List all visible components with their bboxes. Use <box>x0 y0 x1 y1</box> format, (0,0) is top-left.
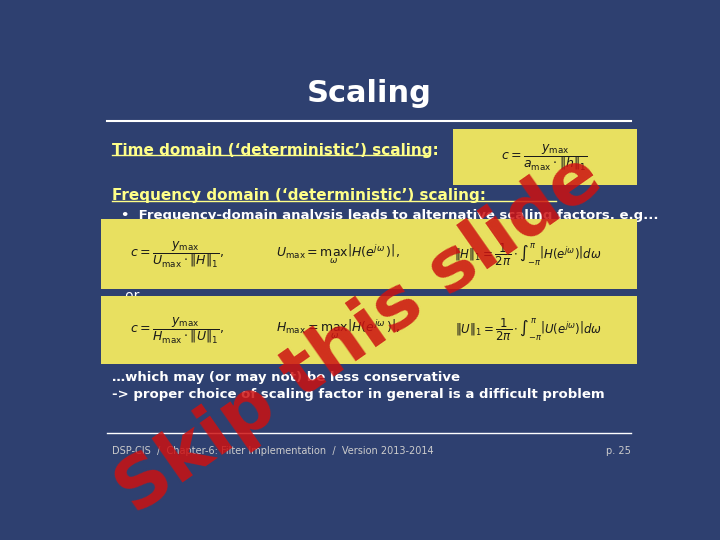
Text: $c = \dfrac{y_{\max}}{H_{\max} \cdot \|U\|_1},$: $c = \dfrac{y_{\max}}{H_{\max} \cdot \|U… <box>130 315 223 345</box>
Text: ...or...: ...or... <box>112 288 152 302</box>
Text: $U_{\max} = \max_{\omega}\left|H(e^{j\omega})\right|,$: $U_{\max} = \max_{\omega}\left|H(e^{j\om… <box>276 243 400 266</box>
Text: Scaling: Scaling <box>307 79 431 109</box>
Text: …which may (or may not) be less conservative: …which may (or may not) be less conserva… <box>112 371 460 384</box>
Text: $H_{\max} = \max_{\omega}\left|H(e^{j\omega})\right|,$: $H_{\max} = \max_{\omega}\left|H(e^{j\om… <box>276 318 400 341</box>
FancyBboxPatch shape <box>101 295 637 364</box>
Text: $c = \dfrac{y_{\max}}{a_{\max} \cdot \|h\|_1}$: $c = \dfrac{y_{\max}}{a_{\max} \cdot \|h… <box>501 142 588 172</box>
Text: -> proper choice of scaling factor in general is a difficult problem: -> proper choice of scaling factor in ge… <box>112 388 605 401</box>
FancyBboxPatch shape <box>453 129 637 185</box>
Text: $\|U\|_1 = \dfrac{1}{2\pi}\cdot\int_{-\pi}^{\pi}\left|U(e^{j\omega})\right|d\ome: $\|U\|_1 = \dfrac{1}{2\pi}\cdot\int_{-\p… <box>454 316 601 343</box>
Text: p. 25: p. 25 <box>606 447 631 456</box>
Text: $c = \dfrac{y_{\max}}{U_{\max} \cdot \|H\|_1},$: $c = \dfrac{y_{\max}}{U_{\max} \cdot \|H… <box>130 239 223 269</box>
Text: Skip this slide: Skip this slide <box>105 142 615 528</box>
Text: DSP-CIS  /  Chapter-6: Filter Implementation  /  Version 2013-2014: DSP-CIS / Chapter-6: Filter Implementati… <box>112 447 434 456</box>
FancyBboxPatch shape <box>101 219 637 289</box>
Text: •  Frequency-domain analysis leads to alternative scaling factors, e.g...: • Frequency-domain analysis leads to alt… <box>121 209 658 222</box>
Text: $\|H\|_1 = \dfrac{1}{2\pi}\cdot\int_{-\pi}^{\pi}\left|H(e^{j\omega})\right|d\ome: $\|H\|_1 = \dfrac{1}{2\pi}\cdot\int_{-\p… <box>454 241 602 268</box>
Text: Frequency domain (‘deterministic’) scaling:: Frequency domain (‘deterministic’) scali… <box>112 188 486 203</box>
Text: Time domain (‘deterministic’) scaling:: Time domain (‘deterministic’) scaling: <box>112 143 439 158</box>
